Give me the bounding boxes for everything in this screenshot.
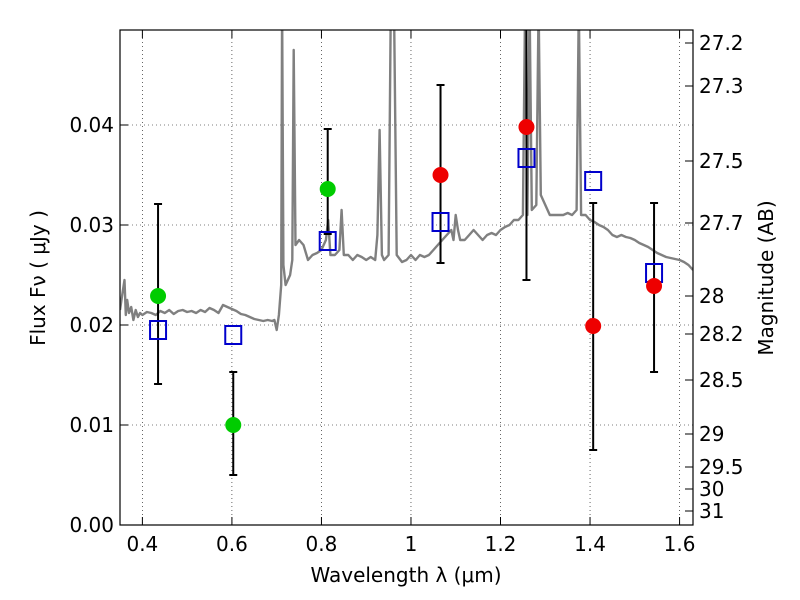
x-tick-label: 0.6 [216,532,248,556]
x-tick-label: 0.4 [126,532,158,556]
y-right-tick-label: 31 [699,499,724,523]
model-square-point [149,320,168,340]
x-tick-label: 1.4 [574,532,606,556]
y-right-tick-label: 29 [699,422,724,446]
green-data-point [150,288,167,304]
model-square-point [224,325,243,345]
axis-ticks: 0.4 0.6 0.8 1 1.2 1.4 1.6 0.00 0.01 0.02 0.03 0.04 2… [69,30,744,556]
model-square-point [517,148,536,168]
model-square-point [431,212,450,232]
y-right-tick-label: 28 [699,284,724,308]
y-axis-right-title: Magnitude (AB) [754,200,778,355]
y-right-tick-label: 27.2 [699,31,744,55]
model-square-point [584,171,603,191]
red-data-point [518,119,535,135]
y-right-tick-label: 27.3 [699,74,744,98]
spectrum-line [120,30,693,332]
plot-frame [119,29,694,526]
y-tick-label: 0.03 [69,213,114,237]
x-tick-label: 0.8 [306,532,338,556]
x-axis-title: Wavelength λ (μm) [310,563,501,587]
grid-lines [120,30,693,526]
plot-background [120,30,693,525]
x-tick-label: 1.6 [664,532,696,556]
red-data-point [585,318,602,334]
red-data-point [646,278,663,294]
y-right-tick-label: 27.5 [699,149,744,173]
plot-marks [120,30,693,476]
y-right-tick-label: 28.2 [699,322,744,346]
x-tick-label: 1.2 [485,532,517,556]
y-axis-title: Flux Fν ( μJy ) [26,210,50,346]
y-tick-label: 0.00 [69,513,114,537]
green-data-point [319,181,336,197]
y-tick-label: 0.02 [69,313,114,337]
y-tick-label: 0.01 [69,413,114,437]
y-right-tick-label: 29.5 [699,455,744,479]
y-right-tick-label: 27.7 [699,211,744,235]
y-right-tick-label: 30 [699,477,724,501]
y-right-tick-label: 28.5 [699,368,744,392]
green-data-point [225,417,242,433]
x-tick-label: 1 [405,532,418,556]
y-tick-label: 0.04 [69,113,114,137]
red-data-point [432,167,449,183]
model-square-point [318,231,337,251]
